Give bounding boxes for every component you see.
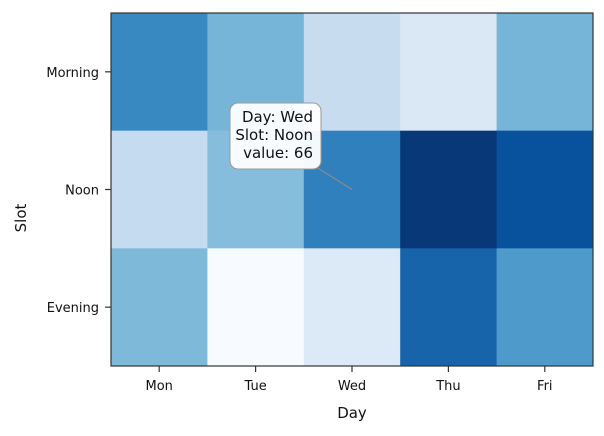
heatmap-cell-morning-mon[interactable] <box>111 13 208 132</box>
heatmap-cell-noon-mon[interactable] <box>111 130 208 249</box>
tooltip-line-2: Slot: Noon <box>235 126 313 144</box>
x-tick-label-mon: Mon <box>145 379 172 394</box>
heatmap-cells <box>111 13 594 367</box>
y-tick-label-noon: Noon <box>65 184 99 199</box>
heatmap-cell-evening-mon[interactable] <box>111 248 208 367</box>
heatmap-cell-evening-thu[interactable] <box>400 248 498 367</box>
y-tick-label-evening: Evening <box>47 301 99 316</box>
heatmap-cell-morning-fri[interactable] <box>496 13 594 132</box>
tooltip-box <box>229 102 322 170</box>
x-tick-label-thu: Thu <box>435 379 460 394</box>
y-axis: Morning Noon Evening <box>46 66 111 316</box>
x-axis-title: Day <box>337 404 367 422</box>
heatmap-cell-evening-fri[interactable] <box>496 248 594 367</box>
x-axis: Mon Tue Wed Thu Fri <box>145 366 553 394</box>
x-tick-label-wed: Wed <box>338 379 366 394</box>
tooltip-line-1: Day: Wed <box>242 108 313 126</box>
x-tick-label-fri: Fri <box>537 379 553 394</box>
tooltip-leader-line <box>312 164 353 191</box>
y-tick-label-morning: Morning <box>46 66 99 81</box>
heatmap-cell-noon-thu[interactable] <box>400 130 498 249</box>
heatmap-cell-evening-tue[interactable] <box>207 248 305 367</box>
y-axis-title: Slot <box>12 204 30 233</box>
heatmap-cell-morning-thu[interactable] <box>400 13 498 132</box>
x-tick-label-tue: Tue <box>243 379 266 394</box>
heatmap-cell-noon-fri[interactable] <box>496 130 594 249</box>
tooltip-line-3: value: 66 <box>243 144 313 162</box>
heatmap-cell-evening-wed[interactable] <box>303 248 401 367</box>
